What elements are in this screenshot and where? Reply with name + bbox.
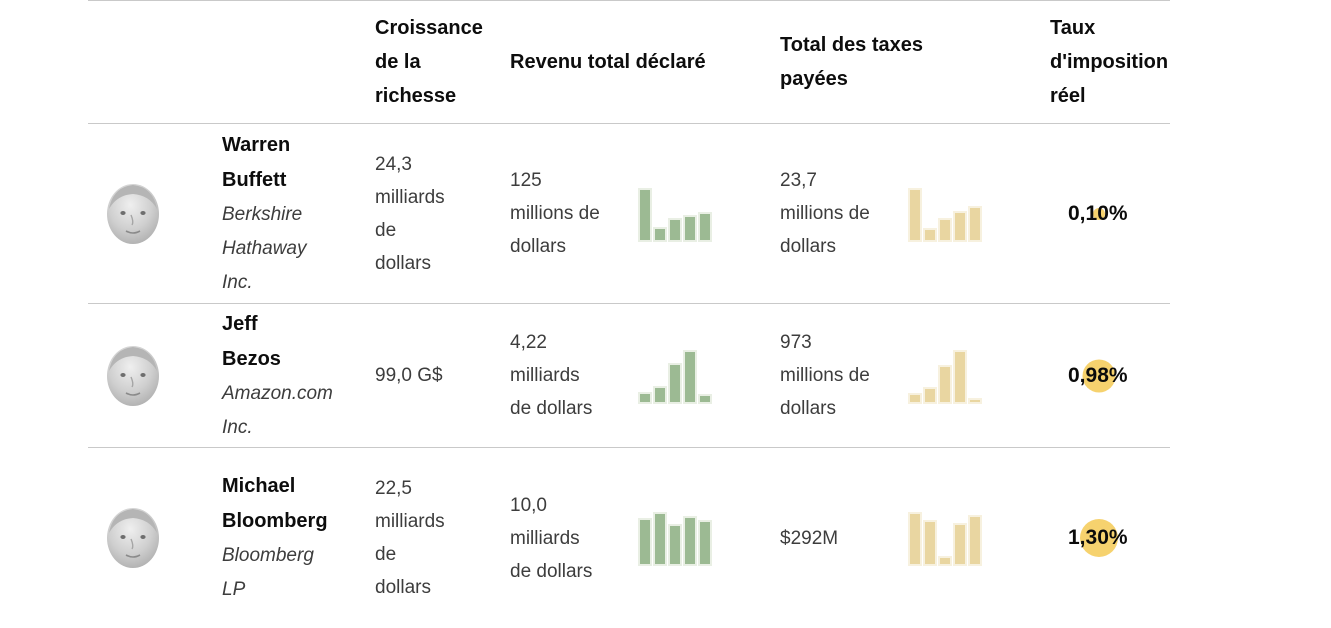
header-wealth-growth: Croissance de la richesse <box>375 17 483 107</box>
company-name: Bloomberg LP <box>222 545 314 600</box>
name-cell: Jeff Bezos Amazon.com Inc. <box>222 307 375 445</box>
taxes-value: 973 millions de dollars <box>780 332 870 419</box>
portrait-photo <box>107 183 159 244</box>
header-tax-rate: Taux d'imposition réel <box>1050 17 1169 107</box>
tax-rate-value: 0,10% <box>1068 201 1128 225</box>
company-name: Berkshire Hathaway Inc. <box>222 203 307 293</box>
table-header-row: Croissance de la richesse Revenu total déc… <box>88 0 1170 124</box>
income-cell: 4,22 milliards de dollars <box>510 326 780 425</box>
tax-rate-wrap: 0,10% <box>1068 202 1128 226</box>
table-body: Warren Buffett Berkshire Hathaway Inc. 24,3… <box>88 124 1170 628</box>
tax-rate-value: 0,98% <box>1068 363 1128 387</box>
income-value: 4,22 milliards de dollars <box>510 332 593 419</box>
wealth-growth-cell: 24,3 milliards de dollars <box>375 148 510 280</box>
tax-rate-cell: 0,98% <box>1050 359 1170 392</box>
taxes-sparkline-chart <box>908 186 982 242</box>
income-cell: 10,0 milliards de dollars <box>510 489 780 588</box>
person-name: Warren Buffett <box>222 133 291 191</box>
tax-rate-wrap: 0,98% <box>1068 359 1128 392</box>
name-cell: Michael Bloomberg Bloomberg LP <box>222 469 375 607</box>
income-cell: 125 millions de dollars <box>510 164 780 263</box>
tax-rate-highlight-circle <box>1093 207 1105 220</box>
table-row-warren-buffett: Warren Buffett Berkshire Hathaway Inc. 24,3… <box>88 124 1170 303</box>
person-name: Jeff Bezos <box>222 312 281 370</box>
tax-rate-cell: 0,10% <box>1050 202 1170 226</box>
wealth-growth-value: 24,3 milliards de dollars <box>375 153 445 274</box>
income-sparkline-chart <box>638 510 712 566</box>
portrait-photo <box>107 508 159 568</box>
portrait-photo <box>107 345 159 406</box>
photo-cell <box>88 503 222 573</box>
billionaires-tax-table: Croissance de la richesse Revenu total déc… <box>88 0 1170 628</box>
tax-rate-cell: 1,30% <box>1050 519 1170 557</box>
tax-rate-wrap: 1,30% <box>1068 519 1128 557</box>
header-income: Revenu total déclaré <box>510 51 706 73</box>
income-sparkline-chart <box>638 348 712 404</box>
taxes-cell: 973 millions de dollars <box>780 326 1050 425</box>
name-cell: Warren Buffett Berkshire Hathaway Inc. <box>222 128 375 300</box>
taxes-value: 23,7 millions de dollars <box>780 170 870 257</box>
taxes-cell: 23,7 millions de dollars <box>780 164 1050 263</box>
header-taxes: Total des taxes payées <box>780 34 924 90</box>
taxes-sparkline-chart <box>908 348 982 404</box>
photo-cell <box>88 179 222 249</box>
person-name: Michael Bloomberg <box>222 475 328 532</box>
table-row-jeff-bezos: Jeff Bezos Amazon.com Inc. 99,0 G$ 4,22 mil… <box>88 303 1170 447</box>
wealth-growth-cell: 99,0 G$ <box>375 359 510 392</box>
income-value: 125 millions de dollars <box>510 170 600 257</box>
company-name: Amazon.com Inc. <box>222 382 333 438</box>
taxes-cell: $292M <box>780 510 1050 566</box>
table-row-michael-bloomberg: Michael Bloomberg Bloomberg LP 22,5 milliar… <box>88 447 1170 628</box>
photo-cell <box>88 341 222 411</box>
taxes-value: $292M <box>780 527 839 549</box>
wealth-growth-value: 22,5 milliards de dollars <box>375 478 445 598</box>
income-sparkline-chart <box>638 186 712 242</box>
tax-rate-highlight-circle <box>1080 519 1118 557</box>
income-value: 10,0 milliards de dollars <box>510 494 593 582</box>
wealth-growth-cell: 22,5 milliards de dollars <box>375 472 510 604</box>
tax-rate-highlight-circle <box>1082 359 1116 392</box>
tax-rate-value: 1,30% <box>1068 526 1128 549</box>
wealth-growth-value: 99,0 G$ <box>375 365 443 386</box>
taxes-sparkline-chart <box>908 510 982 566</box>
